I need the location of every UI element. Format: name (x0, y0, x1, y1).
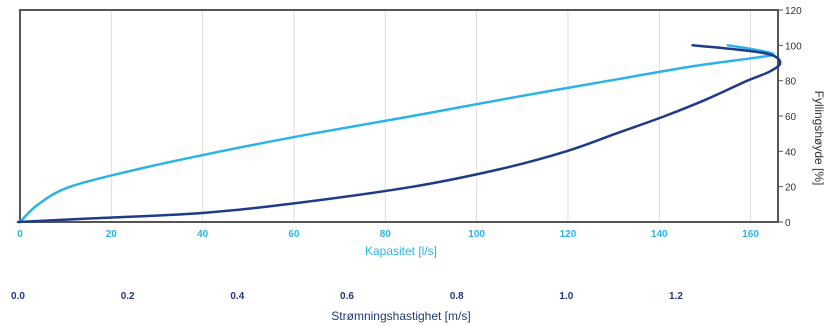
capacity-axis-title: Kapasitet [l/s] (365, 244, 437, 258)
grid-lines (110, 10, 752, 222)
y-axis-title: Fyllingshøyde [%] (812, 91, 826, 186)
velocity-axis-ticks: 0.0 0.2 0.4 0.6 0.8 1.0 1.2 (11, 291, 683, 302)
capacity-tick-label: 0 (17, 229, 23, 240)
capacity-curve (18, 44, 775, 224)
capacity-tick-label: 140 (651, 229, 668, 240)
capacity-tick-label: 100 (468, 229, 485, 240)
y-tick-label: 100 (785, 41, 802, 52)
capacity-tick-label: 20 (106, 229, 118, 240)
velocity-tick-label: 1.0 (559, 291, 573, 302)
velocity-tick-label: 0.4 (230, 291, 244, 302)
data-curves (16, 44, 782, 224)
capacity-tick-label: 80 (380, 229, 392, 240)
capacity-axis-ticks: 0 20 40 60 80 100 120 140 160 (17, 229, 759, 240)
capacity-tick-label: 160 (742, 229, 759, 240)
capacity-tick-label: 40 (197, 229, 209, 240)
y-axis-ticks: 0 20 40 60 80 100 120 (778, 6, 802, 229)
y-tick-label: 120 (785, 6, 802, 17)
y-tick-label: 80 (785, 77, 797, 88)
velocity-tick-label: 0.0 (11, 291, 25, 302)
velocity-axis-title: Strømningshastighet [m/s] (331, 309, 470, 323)
velocity-tick-label: 0.8 (450, 291, 464, 302)
velocity-tick-label: 0.6 (340, 291, 354, 302)
velocity-tick-label: 1.2 (669, 291, 683, 302)
velocity-curve (16, 44, 782, 224)
y-tick-label: 60 (785, 112, 797, 123)
capacity-tick-label: 60 (288, 229, 300, 240)
capacity-tick-label: 120 (560, 229, 577, 240)
y-tick-label: 0 (785, 218, 791, 229)
y-tick-label: 40 (785, 147, 797, 158)
velocity-tick-label: 0.2 (121, 291, 135, 302)
y-tick-label: 20 (785, 183, 797, 194)
